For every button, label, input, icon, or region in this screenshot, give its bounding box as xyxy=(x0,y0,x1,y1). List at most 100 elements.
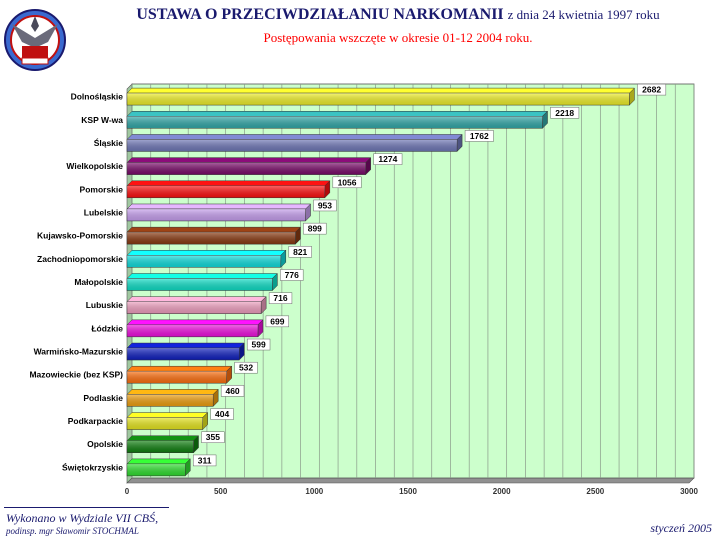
data-label: 821 xyxy=(293,247,307,257)
bar-top xyxy=(126,389,219,395)
bar-top xyxy=(126,157,372,163)
bar-shading xyxy=(127,162,366,175)
data-label: 460 xyxy=(225,386,239,396)
data-label: 716 xyxy=(273,293,287,303)
bar-shading xyxy=(127,255,281,268)
bar-top xyxy=(126,87,636,94)
bar-top xyxy=(126,342,245,349)
data-label: 532 xyxy=(239,363,253,373)
data-label: 699 xyxy=(270,316,284,326)
x-tick-label: 1000 xyxy=(305,487,323,496)
data-label: 599 xyxy=(252,340,266,350)
category-label: Podlaskie xyxy=(83,393,123,403)
bar-top xyxy=(126,111,549,117)
bar-shading xyxy=(127,463,186,476)
data-label-box xyxy=(637,83,667,96)
bar-shading xyxy=(127,185,325,198)
bar-top xyxy=(126,250,287,256)
data-label-box xyxy=(265,315,289,328)
category-label: Wielkopolskie xyxy=(66,161,123,171)
category-label: Mazowieckie (bez KSP) xyxy=(29,370,123,380)
bar-top xyxy=(126,319,264,326)
bar-top xyxy=(126,365,233,372)
category-label: Podkarpackie xyxy=(68,416,124,426)
category-label: Warmińsko-Mazurskie xyxy=(34,347,124,357)
bar-top xyxy=(126,226,302,233)
bar-top xyxy=(126,412,209,418)
bar-top xyxy=(126,134,463,140)
bar-shading xyxy=(127,116,543,129)
bar-shading xyxy=(127,371,227,384)
bar-shading xyxy=(127,139,458,152)
category-label: Opolskie xyxy=(87,439,123,449)
bar-shading xyxy=(127,278,273,291)
page-subtitle: Postępowania wszczęte w okresie 01-12 20… xyxy=(263,30,533,45)
data-label-box xyxy=(193,454,217,467)
data-label-box xyxy=(464,130,494,142)
data-label: 776 xyxy=(285,270,299,280)
category-label: KSP W-wa xyxy=(81,115,123,125)
x-tick-label: 0 xyxy=(125,487,130,496)
data-label-box xyxy=(220,385,245,397)
data-label: 311 xyxy=(198,455,212,465)
plot-floor xyxy=(126,477,695,484)
data-label-box xyxy=(373,153,403,165)
bar-shading xyxy=(127,324,258,337)
x-tick-label: 1500 xyxy=(399,487,417,496)
data-label-box xyxy=(201,431,225,443)
data-label: 2682 xyxy=(642,85,661,95)
data-label-box xyxy=(246,338,271,351)
category-label: Łódzkie xyxy=(91,323,123,333)
category-label: Lubuskie xyxy=(86,300,124,310)
data-label: 953 xyxy=(318,200,332,210)
footer-prepared-by: podinsp. mgr Sławomir STOCHMAL xyxy=(6,526,139,536)
data-label: 1762 xyxy=(470,131,489,141)
data-label-box xyxy=(303,222,327,235)
footer-divider xyxy=(4,507,169,508)
title-main: USTAWA O PRZECIWDZIAŁANIU NARKOMANII xyxy=(136,6,504,23)
page-title: USTAWA O PRZECIWDZIAŁANIU NARKOMANII z d… xyxy=(78,6,718,24)
category-label: Małopolskie xyxy=(74,277,123,287)
category-label: Świętokrzyskie xyxy=(62,461,123,472)
category-label: Pomorskie xyxy=(80,184,124,194)
data-label-box xyxy=(280,269,304,281)
data-label: 2218 xyxy=(555,108,574,118)
category-label: Kujawsko-Pomorskie xyxy=(37,231,123,241)
data-label-box xyxy=(332,176,362,189)
data-label: 404 xyxy=(215,409,229,419)
data-label-box xyxy=(210,408,234,420)
x-tick-label: 500 xyxy=(214,487,228,496)
footer-date: styczeń 2005 xyxy=(650,521,712,535)
bar-top xyxy=(126,203,312,210)
data-label: 355 xyxy=(206,432,220,442)
data-label-box xyxy=(313,199,337,212)
bar-shading xyxy=(127,348,240,361)
bar-top xyxy=(126,180,331,187)
data-label-box xyxy=(550,107,580,119)
footer-made-by: Wykonano w Wydziale VII CBŚ, xyxy=(6,511,159,525)
bar-top xyxy=(126,273,278,279)
data-label: 1056 xyxy=(338,177,357,187)
bar-shading xyxy=(127,93,630,106)
police-cbs-emblem xyxy=(4,9,66,71)
data-label: 1274 xyxy=(378,154,397,164)
data-label-box xyxy=(268,292,293,304)
category-label: Lubelskie xyxy=(84,207,123,217)
bar-top xyxy=(126,458,191,465)
bar-shading xyxy=(127,208,306,221)
data-label-box xyxy=(234,361,258,374)
category-label: Dolnośląskie xyxy=(71,92,124,102)
bar-top xyxy=(126,296,267,302)
data-label: 899 xyxy=(308,224,322,234)
x-tick-label: 2500 xyxy=(586,487,604,496)
bar-shading xyxy=(127,301,262,314)
data-label-box xyxy=(288,246,312,258)
x-tick-label: 2000 xyxy=(493,487,511,496)
bar-shading xyxy=(127,394,214,407)
title-date: z dnia 24 kwietnia 1997 roku xyxy=(507,7,660,22)
bar-shading xyxy=(127,417,203,430)
category-label: Śląskie xyxy=(94,137,124,148)
bar-shading xyxy=(127,232,296,245)
x-tick-label: 3000 xyxy=(680,487,698,496)
